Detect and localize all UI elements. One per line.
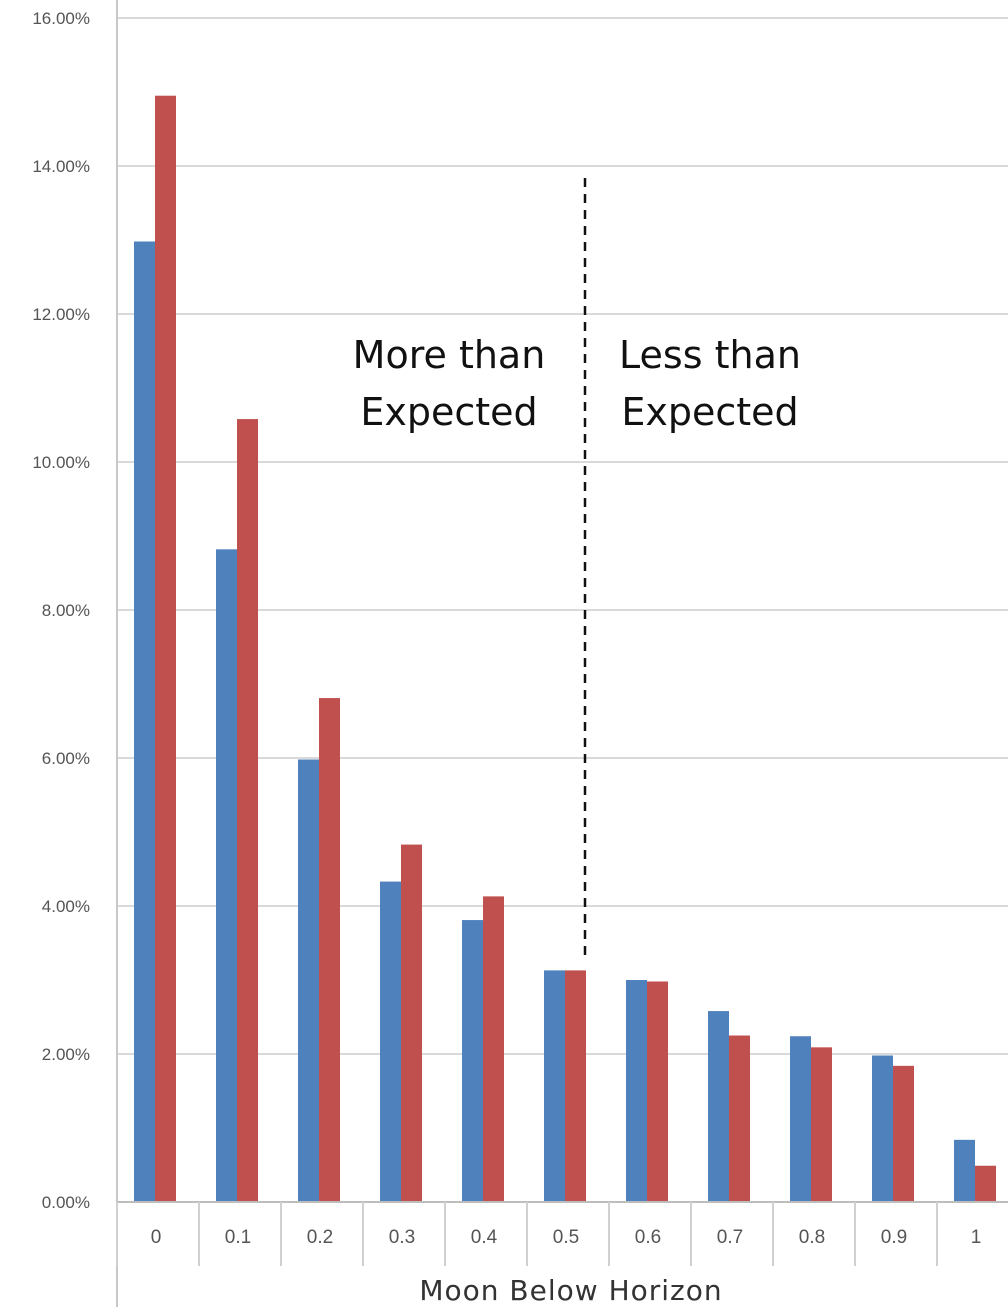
- x-tick-label: 1: [971, 1227, 982, 1248]
- bar-series-1: [872, 1055, 893, 1202]
- x-tick-label: 0.1: [225, 1227, 251, 1248]
- bar-series-1: [954, 1139, 975, 1202]
- bar-series-2: [811, 1047, 832, 1202]
- bar-series-1: [380, 881, 401, 1202]
- bar-series-1: [790, 1036, 811, 1202]
- y-tick-label: 16.00%: [32, 9, 90, 28]
- bar-series-2: [893, 1065, 914, 1202]
- bar-series-2: [483, 896, 504, 1202]
- bar-series-2: [647, 981, 668, 1202]
- bar-series-2: [975, 1165, 996, 1202]
- bar-series-2: [729, 1035, 750, 1202]
- y-tick-label: 0.00%: [42, 1193, 90, 1212]
- x-axis: 0 0.1 0.2 0.3 0.4 0.5 0.6 0.7 0.8 0.9 1: [116, 1201, 1008, 1266]
- annotation-expected-left: Expected: [360, 390, 537, 434]
- y-axis-tick-labels: 0.00% 2.00% 4.00% 6.00% 8.00% 10.00% 12.00% 14.…: [32, 9, 90, 1212]
- y-tick-label: 14.00%: [32, 157, 90, 176]
- x-tick-label: 0.6: [635, 1227, 661, 1248]
- bar-series-2: [237, 419, 258, 1203]
- bar-series-2: [155, 95, 176, 1203]
- bar-series-1: [544, 970, 565, 1202]
- x-tick-label: 0.4: [471, 1227, 498, 1248]
- y-tick-label: 12.00%: [32, 305, 90, 324]
- bar-series-1: [626, 980, 647, 1202]
- bar-series-2: [565, 970, 586, 1202]
- annotation-less-than: Less than: [619, 333, 801, 377]
- y-tick-label: 8.00%: [42, 601, 90, 620]
- bar-series-2: [319, 698, 340, 1202]
- gridlines: [116, 0, 1008, 1307]
- bars: [134, 95, 996, 1203]
- annotation-expected-right: Expected: [621, 390, 798, 434]
- x-tick-label: 0: [151, 1227, 162, 1248]
- bar-series-1: [216, 549, 237, 1202]
- x-tick-label: 0.5: [553, 1227, 579, 1248]
- y-tick-label: 4.00%: [42, 897, 90, 916]
- x-axis-title: Moon Below Horizon: [419, 1274, 722, 1307]
- x-tick-label: 0.2: [307, 1227, 333, 1248]
- bar-series-1: [134, 241, 155, 1203]
- bar-series-2: [401, 844, 422, 1202]
- y-tick-label: 6.00%: [42, 749, 90, 768]
- x-tick-label: 0.9: [881, 1227, 907, 1248]
- x-tick-label: 0.8: [799, 1227, 825, 1248]
- y-tick-label: 2.00%: [42, 1045, 90, 1064]
- bar-series-1: [298, 759, 319, 1202]
- x-tick-label: 0.3: [389, 1227, 415, 1248]
- bar-series-1: [462, 920, 483, 1202]
- x-tick-label: 0.7: [717, 1227, 743, 1248]
- bar-series-1: [708, 1011, 729, 1202]
- y-tick-label: 10.00%: [32, 453, 90, 472]
- annotation-more-than: More than: [353, 333, 546, 377]
